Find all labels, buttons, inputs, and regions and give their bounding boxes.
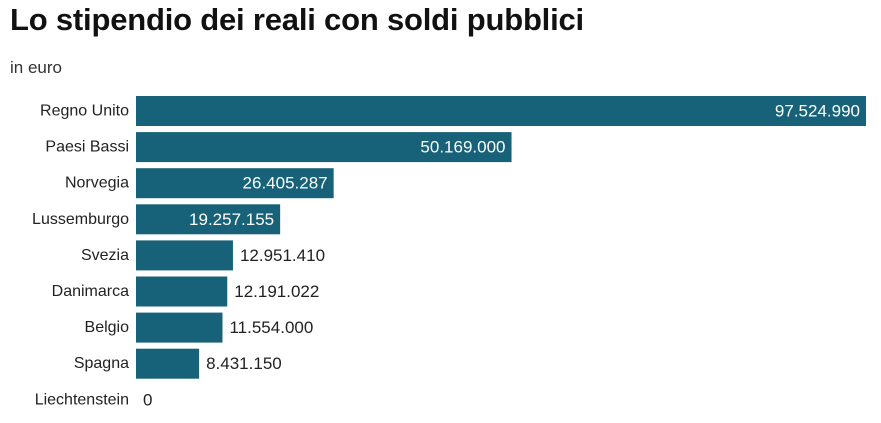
bar xyxy=(136,204,281,235)
category-label: Danimarca xyxy=(52,283,129,300)
value-label: 19.257.155 xyxy=(189,210,274,229)
value-label: 11.554.000 xyxy=(229,318,313,337)
category-label: Liechtenstein xyxy=(35,391,129,408)
category-label: Svezia xyxy=(81,247,129,264)
value-label: 12.191.022 xyxy=(234,282,319,301)
bar xyxy=(136,96,866,126)
chart-title: Lo stipendio dei reali con soldi pubblic… xyxy=(10,2,584,37)
category-label: Norvegia xyxy=(65,175,129,192)
chart-subtitle: in euro xyxy=(10,58,62,77)
bar xyxy=(136,276,228,307)
bar xyxy=(136,168,334,199)
bar xyxy=(136,312,223,343)
value-label: 97.524.990 xyxy=(775,102,860,121)
value-label: 50.169.000 xyxy=(420,138,505,157)
value-label: 26.405.287 xyxy=(243,174,328,193)
category-label: Belgio xyxy=(85,319,130,336)
category-label: Paesi Bassi xyxy=(45,139,129,156)
bar xyxy=(136,132,512,163)
category-label: Lussemburgo xyxy=(32,211,129,228)
category-label: Spagna xyxy=(74,355,129,372)
value-label: 12.951.410 xyxy=(240,246,325,265)
category-label: Regno Unito xyxy=(40,103,129,120)
bar xyxy=(136,240,233,271)
bar xyxy=(136,348,200,379)
value-label: 0 xyxy=(143,390,152,409)
value-label: 8.431.150 xyxy=(206,354,282,373)
